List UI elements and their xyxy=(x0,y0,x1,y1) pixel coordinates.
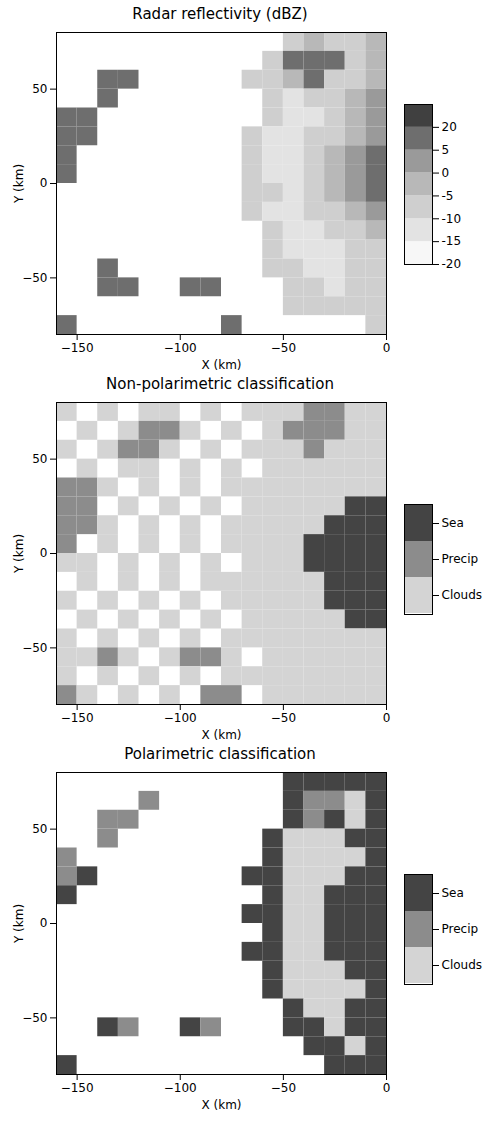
svg-text:50: 50 xyxy=(32,452,47,466)
html-text:Polarimetric classification: Polarimetric classification xyxy=(124,745,316,763)
svg-text:Precip: Precip xyxy=(442,552,479,566)
svg-text:Clouds: Clouds xyxy=(442,958,483,972)
svg-text:Y (km): Y (km) xyxy=(12,164,26,204)
svg-text:0: 0 xyxy=(40,546,48,560)
svg-text:Precip: Precip xyxy=(442,922,479,936)
svg-text:50: 50 xyxy=(32,822,47,836)
svg-text:−100: −100 xyxy=(164,711,197,725)
svg-text:Clouds: Clouds xyxy=(442,588,483,602)
html-text:Non-polarimetric classificatio: Non-polarimetric classification xyxy=(106,375,334,393)
svg-text:−150: −150 xyxy=(61,1081,94,1095)
svg-text:Y (km): Y (km) xyxy=(12,904,26,944)
svg-text:0: 0 xyxy=(40,916,48,930)
svg-text:0: 0 xyxy=(442,166,450,180)
svg-text:−50: −50 xyxy=(271,341,296,355)
svg-text:-5: -5 xyxy=(442,189,454,203)
svg-text:−50: −50 xyxy=(271,1081,296,1095)
svg-text:X (km): X (km) xyxy=(201,1098,241,1112)
svg-text:5: 5 xyxy=(442,143,450,157)
svg-text:Sea: Sea xyxy=(442,886,464,900)
svg-text:−150: −150 xyxy=(61,341,94,355)
svg-text:0: 0 xyxy=(383,1081,391,1095)
svg-text:−50: −50 xyxy=(22,641,47,655)
svg-text:Sea: Sea xyxy=(442,516,464,530)
svg-text:-10: -10 xyxy=(442,212,462,226)
svg-text:X (km): X (km) xyxy=(201,358,241,372)
svg-text:−50: −50 xyxy=(271,711,296,725)
svg-text:−100: −100 xyxy=(164,1081,197,1095)
html-text:Radar reflectivity (dBZ): Radar reflectivity (dBZ) xyxy=(132,5,308,23)
svg-text:50: 50 xyxy=(32,82,47,96)
svg-text:-20: -20 xyxy=(442,257,462,271)
svg-text:0: 0 xyxy=(383,711,391,725)
svg-text:0: 0 xyxy=(40,176,48,190)
svg-text:−100: −100 xyxy=(164,341,197,355)
svg-text:20: 20 xyxy=(442,120,457,134)
svg-text:-15: -15 xyxy=(442,234,462,248)
svg-text:Y (km): Y (km) xyxy=(12,534,26,574)
svg-text:−150: −150 xyxy=(61,711,94,725)
svg-text:X (km): X (km) xyxy=(201,728,241,742)
svg-text:0: 0 xyxy=(383,341,391,355)
svg-text:−50: −50 xyxy=(22,1011,47,1025)
svg-text:−50: −50 xyxy=(22,271,47,285)
